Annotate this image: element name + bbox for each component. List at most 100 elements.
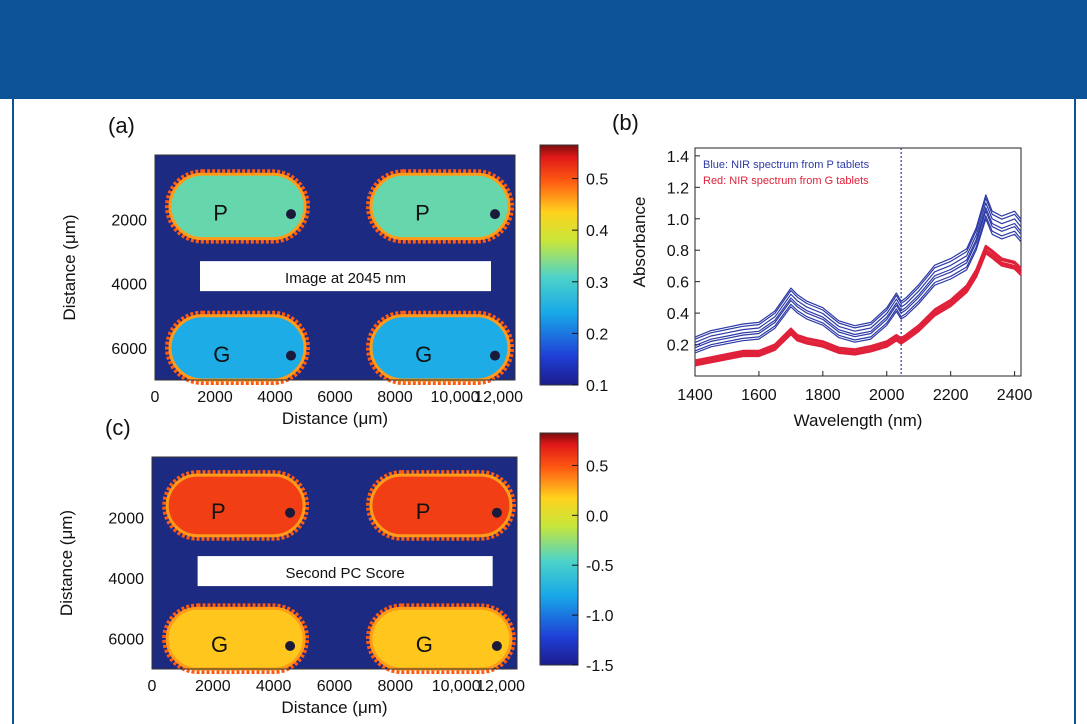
map-frame xyxy=(151,456,518,670)
colorbar-tick-label: 0.5 xyxy=(586,458,608,475)
panel-label: (b) xyxy=(612,110,639,135)
x-tick-label: 1400 xyxy=(677,387,713,404)
image-title: Second PC Score xyxy=(286,565,405,582)
series-line-G xyxy=(694,244,1022,362)
colorbar-tick-label: -0.5 xyxy=(586,558,614,575)
panel-label: (a) xyxy=(108,113,135,138)
series-line-P xyxy=(694,218,1022,354)
x-tick-label: 2000 xyxy=(195,678,231,695)
map-frame xyxy=(154,154,516,381)
tablet-edge xyxy=(165,169,310,244)
colorbar-tick-label: 0.0 xyxy=(586,508,608,525)
y-tick-label: 1.2 xyxy=(667,180,689,197)
colorbar-tick-label: 0.3 xyxy=(586,275,608,292)
x-tick-label: 1600 xyxy=(741,387,777,404)
panel-a: (a) P P G G Image at 2045 nm 0 2000 4000 6000 8000… xyxy=(60,113,608,428)
x-axis-label: Distance (μm) xyxy=(282,409,388,428)
x-tick-label: 2400 xyxy=(997,387,1033,404)
colorbar-tick-label: 0.1 xyxy=(586,378,608,395)
y-tick-label: 1.4 xyxy=(667,149,689,166)
tablet-edge xyxy=(366,470,516,541)
y-tick-label: 2000 xyxy=(108,511,144,528)
tablet-letter: G xyxy=(213,342,230,367)
tablet-spot xyxy=(490,350,500,361)
tablet-spot xyxy=(490,209,500,220)
x-tick-label: 2200 xyxy=(933,387,969,404)
tablet xyxy=(168,172,307,241)
image-title-box xyxy=(197,556,493,587)
tablet xyxy=(369,314,511,382)
panel-label: (c) xyxy=(105,415,131,440)
x-tick-label: 12,000 xyxy=(474,389,523,406)
tablet-spot xyxy=(491,640,502,651)
y-tick-label: 0.6 xyxy=(667,275,689,292)
x-tick-label: 2000 xyxy=(197,389,233,406)
x-tick-label: 2000 xyxy=(869,387,905,404)
panel-b: (b) 1400 1600 1800 2000 2200 2400 1.4 1.2 1.0 0.8 0… xyxy=(612,110,1033,430)
x-tick-label: 10,000 xyxy=(432,678,481,695)
tablet xyxy=(369,172,511,241)
y-axis-label: Distance (μm) xyxy=(57,510,76,616)
x-tick-label: 4000 xyxy=(256,678,292,695)
y-tick-label: 6000 xyxy=(108,632,144,649)
x-tick-label: 6000 xyxy=(317,678,353,695)
x-tick-label: 8000 xyxy=(377,389,413,406)
colorbar-tick-label: 0.2 xyxy=(586,326,608,343)
tablet-letter: G xyxy=(211,632,228,657)
tablet-letter: P xyxy=(416,499,431,524)
header-bar xyxy=(0,0,1087,99)
y-axis-label: Distance (μm) xyxy=(60,214,79,320)
colorbar xyxy=(539,432,579,666)
tablet-edge xyxy=(165,310,310,386)
colorbar xyxy=(539,144,579,386)
y-tick-label: 0.8 xyxy=(667,243,689,260)
tablet xyxy=(165,606,306,671)
tablet-edge xyxy=(366,603,516,675)
x-tick-label: 6000 xyxy=(317,389,353,406)
tablet-letter: G xyxy=(416,632,433,657)
y-tick-label: 2000 xyxy=(111,212,147,229)
tablet-letter: P xyxy=(213,201,228,226)
colorbar-tick-label: -1.0 xyxy=(586,608,614,625)
x-tick-label: 4000 xyxy=(257,389,293,406)
x-tick-label: 0 xyxy=(148,678,157,695)
tablet xyxy=(369,606,513,671)
tablet xyxy=(168,314,307,382)
legend-annotation: Blue: NIR spectrum from P tablets xyxy=(703,159,870,171)
series-line-P xyxy=(694,210,1022,349)
series-line-P xyxy=(694,215,1022,352)
tablet-spot xyxy=(286,209,296,220)
legend-annotation: Red: NIR spectrum from G tablets xyxy=(703,175,869,187)
x-axis-label: Distance (μm) xyxy=(281,698,387,717)
tablet-spot xyxy=(285,507,296,518)
tablet-spot xyxy=(286,350,296,361)
tablet xyxy=(165,473,306,538)
y-axis-label: Absorbance xyxy=(630,197,649,288)
tablet xyxy=(369,473,513,538)
y-tick-label: 4000 xyxy=(108,571,144,588)
x-tick-label: 1800 xyxy=(805,387,841,404)
x-tick-label: 12,000 xyxy=(476,678,525,695)
tablet-letter: P xyxy=(415,201,430,226)
y-tick-label: 4000 xyxy=(111,277,147,294)
image-title: Image at 2045 nm xyxy=(285,270,406,287)
series-line-P xyxy=(694,202,1022,343)
x-tick-label: 10,000 xyxy=(431,389,480,406)
y-tick-label: 0.4 xyxy=(667,306,689,323)
series-line-P xyxy=(694,194,1022,338)
tablet-letter: G xyxy=(415,342,432,367)
tablet-edge xyxy=(366,310,514,386)
y-tick-label: 0.2 xyxy=(667,338,689,355)
tablet-spot xyxy=(285,640,296,651)
image-title-box xyxy=(200,261,491,292)
figure-frame xyxy=(12,99,1076,724)
tablet-letter: P xyxy=(211,499,226,524)
series-line-P xyxy=(694,197,1022,340)
x-tick-label: 0 xyxy=(151,389,160,406)
colorbar-tick-label: 0.5 xyxy=(586,172,608,189)
tablet-edge xyxy=(366,169,514,244)
colorbar-tick-label: 0.4 xyxy=(586,223,608,240)
series-line-G xyxy=(694,250,1022,366)
panel-c: (c) P P G G Second PC Score 0 2000 4000 6000 8000 1… xyxy=(57,415,614,717)
